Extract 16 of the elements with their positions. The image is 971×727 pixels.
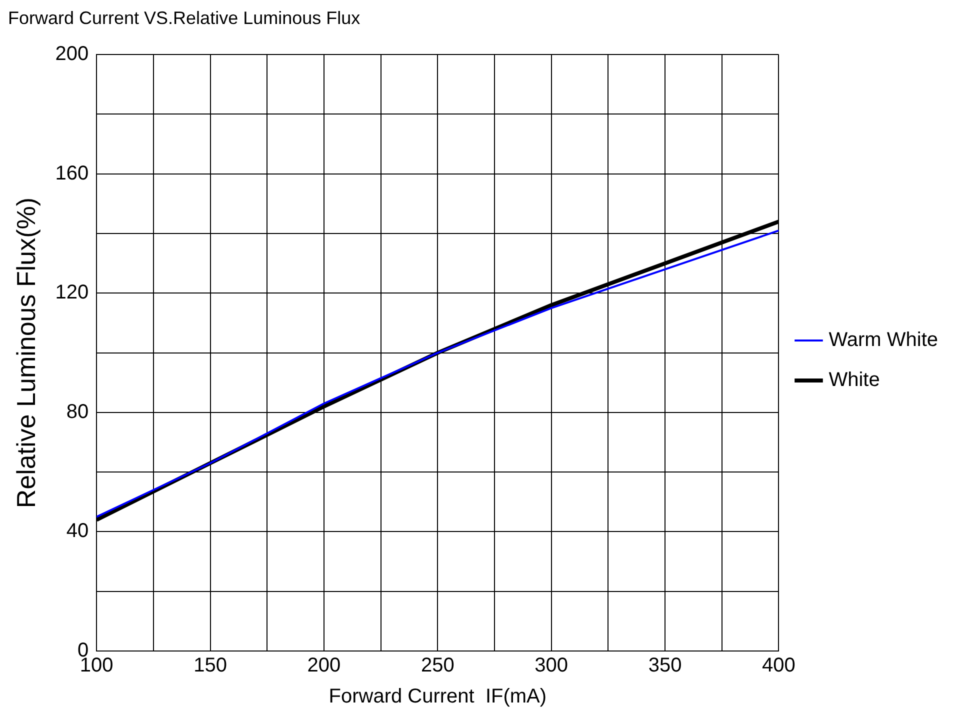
y-axis-title: Relative Luminous Flux(%) [10,197,41,508]
x-tick-label: 200 [307,654,341,677]
y-tick-label: 40 [66,520,89,542]
x-tick-label: 350 [648,654,682,677]
y-tick-label: 200 [55,43,89,66]
x-tick-label: 300 [534,654,568,677]
legend-label: Warm White [828,329,938,352]
x-tick-label: 400 [762,654,796,677]
x-axis-title: Forward Current IF(mA) [328,686,547,708]
chart-title: Forward Current VS.Relative Luminous Flux [8,8,360,28]
y-tick-label: 80 [66,400,89,423]
y-tick-label: 120 [55,282,89,304]
legend-label: White [828,369,880,392]
x-tick-label: 250 [420,654,454,677]
x-tick-label: 150 [194,654,227,677]
y-tick-label: 160 [55,162,89,184]
